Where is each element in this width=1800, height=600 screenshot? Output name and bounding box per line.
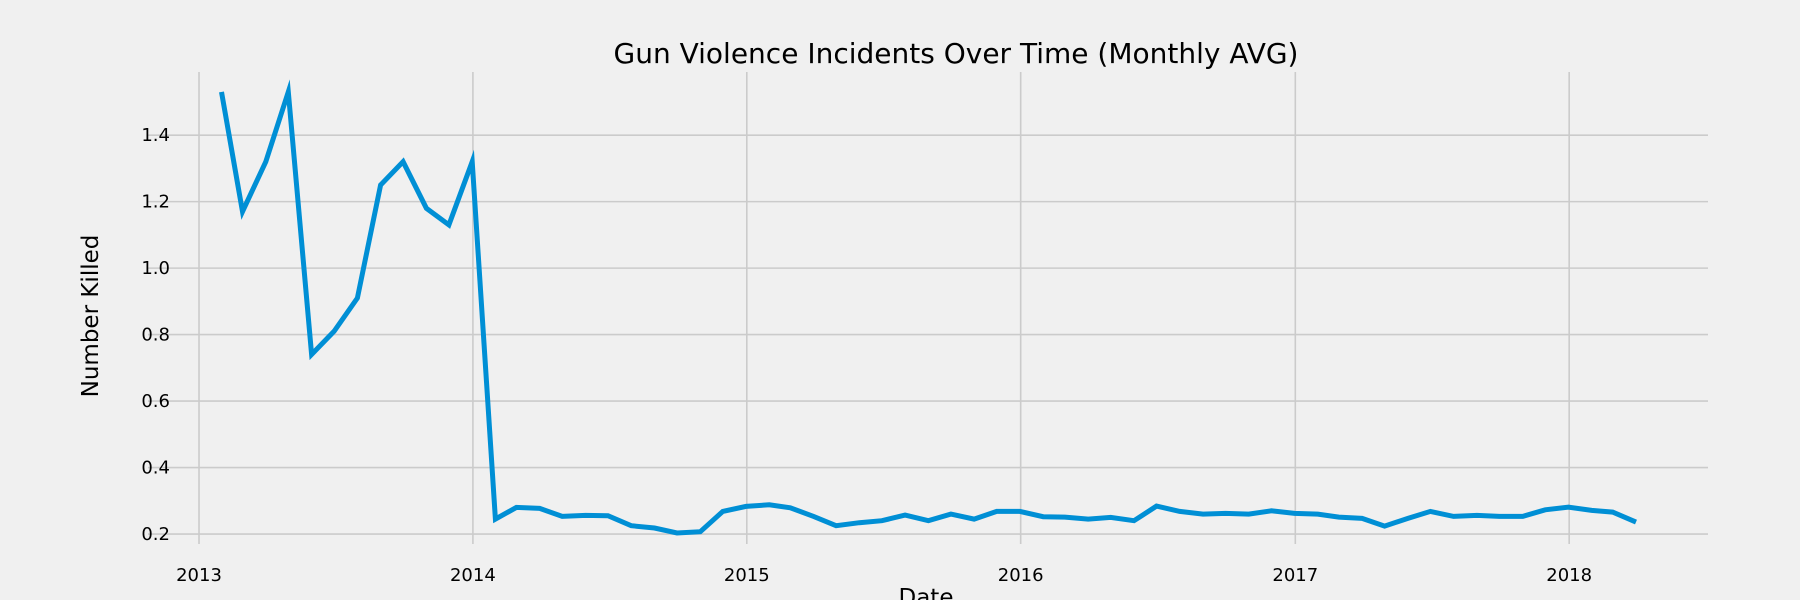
x-tick-label: 2014 — [450, 565, 496, 586]
gridlines — [148, 72, 1708, 544]
y-tick-label: 1.0 — [141, 258, 170, 279]
y-tick-label: 0.8 — [141, 325, 170, 346]
series-layer — [219, 79, 1637, 536]
y-axis-label: Number Killed — [78, 235, 104, 398]
y-tick-label: 1.4 — [141, 125, 170, 146]
y-tick-label: 1.2 — [141, 192, 170, 213]
x-tick-label: 2016 — [998, 565, 1044, 586]
y-tick-label: 0.2 — [141, 524, 170, 545]
y-tick-label: 0.4 — [141, 458, 170, 479]
series-line — [219, 79, 1637, 536]
x-tick-label: 2018 — [1546, 565, 1592, 586]
x-tick-label: 2015 — [724, 565, 770, 586]
x-axis-label: Date — [899, 585, 954, 600]
x-tick-label: 2013 — [176, 565, 222, 586]
chart-title: Gun Violence Incidents Over Time (Monthl… — [614, 37, 1299, 70]
tick-labels: 0.2 0.4 0.6 0.8 1.0 1.2 1.4 2013 2014 2015 2016 201… — [141, 125, 1592, 586]
y-tick-label: 0.6 — [141, 391, 170, 412]
x-tick-label: 2017 — [1272, 565, 1318, 586]
